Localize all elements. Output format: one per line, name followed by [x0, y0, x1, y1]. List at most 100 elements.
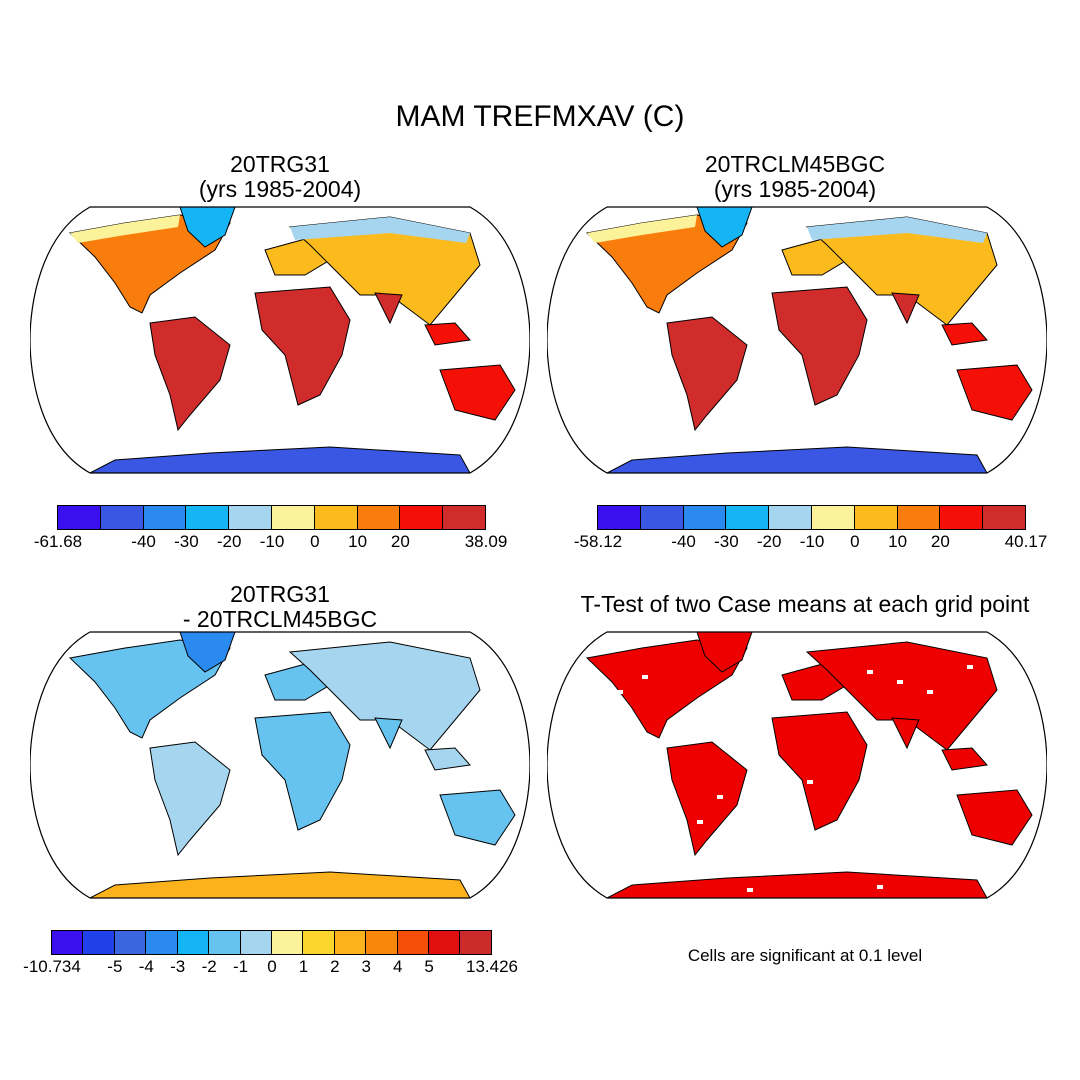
map-2-land-india [891, 292, 920, 325]
colorbar-2-swatch [768, 505, 812, 530]
map-4-land-greenland [696, 632, 753, 673]
panel-4-title: T-Test of two Case means at each grid po… [580, 591, 1030, 617]
colorbar-3-swatch [113, 930, 147, 955]
colorbar-2-swatch [725, 505, 770, 530]
colorbar-3-swatch [239, 930, 272, 955]
colorbar-3-swatch [396, 930, 430, 955]
colorbar-3-tick-label: 5 [424, 957, 434, 976]
map-4-nonsignificant-cell [697, 820, 703, 824]
map-1-land-india [374, 292, 403, 325]
colorbar-1-swatch [313, 505, 358, 530]
map-2-land-northAmerica [585, 214, 748, 314]
map-4-nonsignificant-cell [717, 795, 723, 799]
map-2-land-australia [956, 364, 1033, 421]
map-1-land-greenland [179, 207, 236, 248]
map-1-land-antarctica [89, 446, 471, 473]
colorbar-1-swatch [57, 505, 101, 530]
colorbar-2-tick-label: -30 [714, 532, 739, 551]
colorbar-1-tick-label: -61.68 [33, 532, 83, 551]
colorbar-3-swatch [302, 930, 335, 955]
colorbar-2-tick-label: 0 [850, 532, 860, 551]
map-1-boreal-band [70, 215, 180, 243]
map-4-nonsignificant-cell [642, 675, 648, 679]
map-panel-3 [30, 631, 530, 899]
map-1-land-australia [439, 364, 516, 421]
colorbar-3-swatch [208, 930, 241, 955]
map-3-land-antarctica [89, 871, 471, 898]
colorbar-1-swatch [185, 505, 230, 530]
map-1-border [30, 206, 530, 474]
colorbar-2-tick-label: 20 [930, 532, 950, 551]
map-4-nonsignificant-cell [867, 670, 873, 674]
colorbar-2-swatch [597, 505, 641, 530]
colorbar-2-tick-label: 40.17 [1004, 532, 1048, 551]
panel-1-title-line1: 20TRG31 [230, 151, 330, 177]
colorbar-3-tick-label: 2 [330, 957, 340, 976]
colorbar-2-tick-label: -58.12 [573, 532, 623, 551]
colorbar-3-tick-label: -5 [107, 957, 123, 976]
colorbar-3-swatch [333, 930, 367, 955]
colorbar-3-swatch [270, 930, 304, 955]
colorbar-3-tick-label: 4 [392, 957, 403, 976]
map-1-land-seAsia [424, 322, 471, 346]
map-4-nonsignificant-cell [807, 780, 813, 784]
map-4-land-australia [956, 789, 1033, 846]
map-2-land-greenland [696, 207, 753, 248]
map-3-land-africa [254, 711, 351, 831]
colorbar-2-swatch [639, 505, 684, 530]
colorbar-3-tick-label: -2 [201, 957, 217, 976]
colorbar-3-tick-label: -10.734 [23, 957, 81, 976]
map-4-land-antarctica [606, 871, 988, 898]
map-1-land-africa [254, 286, 351, 406]
panel-3-title: 20TRG31 - 20TRCLM45BGC [30, 582, 530, 632]
map-4-land-india [891, 717, 920, 750]
map-panel-4 [547, 631, 1047, 899]
colorbar-2-swatch [939, 505, 984, 530]
colorbar-2-tick-label: 10 [888, 532, 908, 551]
panel-3-title-line1: 20TRG31 [230, 581, 330, 607]
colorbar-2-swatch [982, 505, 1026, 530]
colorbar-1-tick-label: 10 [348, 532, 368, 551]
colorbar-1-swatch [399, 505, 444, 530]
map-panel-2 [547, 206, 1047, 474]
map-4-nonsignificant-cell [927, 690, 933, 694]
map-panel-1 [30, 206, 530, 474]
colorbar-3-swatch [51, 930, 84, 955]
colorbar-1-tick-label: 0 [310, 532, 320, 551]
colorbar-1-tick-label: -20 [216, 532, 242, 551]
panel-1-title-line2: (yrs 1985-2004) [198, 176, 362, 202]
colorbar-3-swatch [82, 930, 115, 955]
colorbar-1-tick-label: -40 [131, 532, 156, 551]
colorbar-1-tick-label: -10 [259, 532, 285, 551]
map-2-land-seAsia [941, 322, 988, 346]
colorbar-3-swatch [176, 930, 210, 955]
colorbar-2-tick-label: -40 [671, 532, 696, 551]
colorbar-2-tick-label: -10 [799, 532, 825, 551]
colorbar-panel-2 [597, 505, 1026, 530]
map-3-land-greenland [179, 632, 236, 673]
colorbar-3-tick-label: -3 [170, 957, 186, 976]
colorbar-3-swatch [428, 930, 461, 955]
map-4-nonsignificant-cell [617, 690, 623, 694]
panel-2-title-line2: (yrs 1985-2004) [713, 176, 877, 202]
colorbar-1-swatch [356, 505, 401, 530]
colorbar-2-swatch [810, 505, 855, 530]
panel-2-title: 20TRCLM45BGC (yrs 1985-2004) [545, 152, 1045, 202]
map-1-land-southAmerica [149, 316, 231, 432]
colorbar-3-tick-label: 0 [267, 957, 277, 976]
colorbar-3-tick-label: 13.426 [466, 957, 518, 976]
map-2-boreal-band [587, 215, 697, 243]
colorbar-1-tick-label: 20 [390, 532, 410, 551]
map-3-border [30, 631, 530, 899]
map-4-nonsignificant-cell [847, 700, 853, 704]
panel-1-title: 20TRG31 (yrs 1985-2004) [30, 152, 530, 202]
map-3-land-india [374, 717, 403, 750]
colorbar-1-swatch [270, 505, 315, 530]
colorbar-1-swatch [99, 505, 144, 530]
colorbar-panel-1 [57, 505, 486, 530]
colorbar-3-tick-label: 3 [361, 957, 372, 976]
panel-3-title-line2: - 20TRCLM45BGC [182, 606, 378, 632]
colorbar-1-swatch [142, 505, 187, 530]
map-1-land-northAmerica [68, 214, 231, 314]
significance-note: Cells are significant at 0.1 level [687, 946, 923, 965]
